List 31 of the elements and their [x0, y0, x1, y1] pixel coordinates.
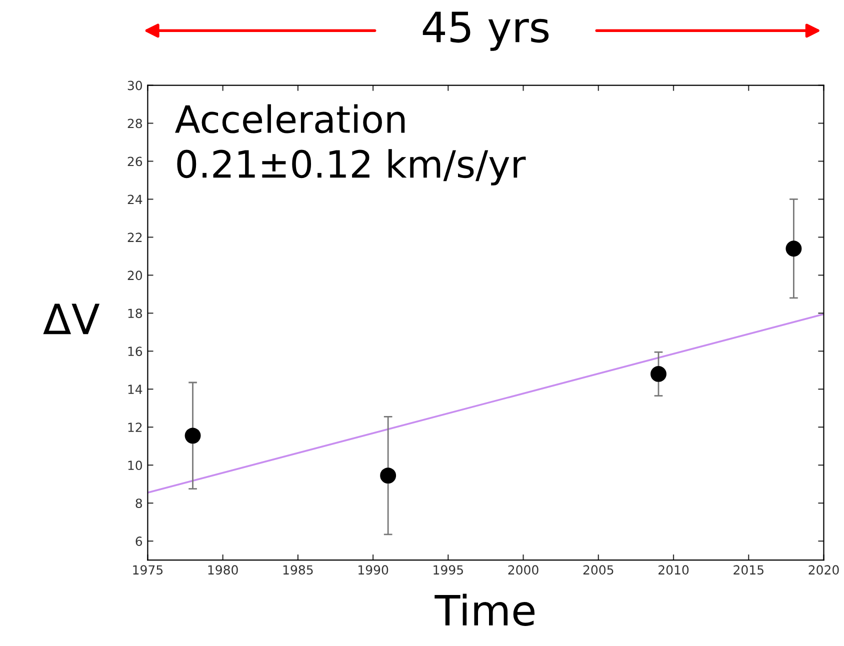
x-tick-label: 2015: [734, 565, 764, 575]
point: [380, 468, 396, 484]
y-tick-label: 24: [128, 194, 142, 204]
x-tick-label: 2005: [583, 565, 614, 575]
y-axis-title: ΔV: [43, 304, 100, 334]
x-tick-label: 1990: [358, 565, 388, 575]
y-tick-label: 20: [128, 270, 142, 280]
x-tick-label: 1980: [208, 565, 238, 575]
y-tick-label: 26: [128, 156, 142, 166]
y-tick-label: 28: [128, 118, 142, 128]
y-tick-label: 8: [136, 498, 142, 508]
x-tick-label: 2020: [808, 565, 839, 575]
x-tick-label: 2010: [658, 565, 689, 575]
x-tick-label: 1995: [434, 565, 463, 575]
x-tick-label: 1975: [133, 565, 163, 575]
y-tick-label: 16: [128, 346, 142, 356]
y-tick-label: 30: [128, 80, 142, 90]
x-tick-label: 1985: [283, 565, 313, 575]
y-tick-label: 22: [128, 232, 142, 242]
y-tick-label: 6: [136, 536, 142, 546]
x-axis-title: Time: [434, 594, 534, 626]
y-tick-label: 10: [128, 460, 142, 470]
y-tick-label: 14: [128, 384, 142, 394]
point: [786, 240, 802, 257]
point: [184, 428, 201, 444]
y-tick-label: 18: [128, 308, 142, 318]
text: 45 yrs: [422, 12, 549, 51]
y-tick-label: 12: [128, 422, 142, 432]
annotation: Acceleration 0.21±0.12 km/s/yr: [175, 104, 526, 186]
point: [650, 366, 666, 382]
x-tick-label: 2000: [508, 565, 538, 575]
